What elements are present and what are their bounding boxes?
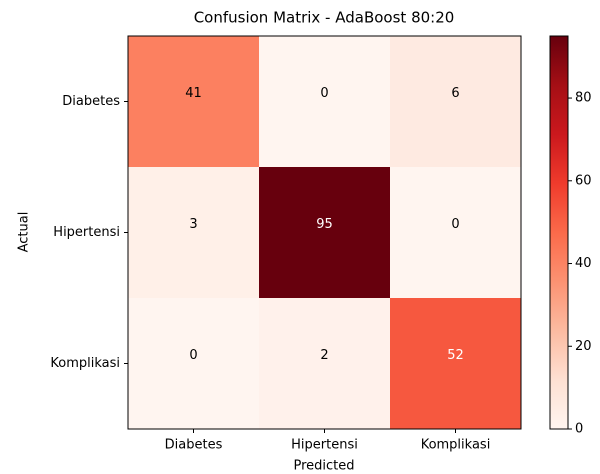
cell	[259, 36, 391, 168]
cell	[128, 167, 260, 299]
cell	[390, 167, 522, 299]
cell-label: 95	[316, 217, 333, 232]
colorbar	[549, 35, 569, 430]
cell-label: 2	[320, 348, 328, 363]
chart-title: Confusion Matrix - AdaBoost 80:20	[194, 9, 455, 27]
y-tick-label: Komplikasi	[50, 356, 120, 371]
colorbar-tick-label: 80	[575, 91, 592, 106]
y-axis-label: Actual	[17, 212, 32, 253]
cell-label: 3	[189, 217, 197, 232]
cell-label: 0	[189, 348, 197, 363]
cell-label: 0	[320, 86, 328, 101]
x-tick-label: Hipertensi	[291, 438, 358, 453]
colorbar-tick-label: 40	[575, 256, 592, 271]
cell	[259, 167, 391, 299]
x-tick-label: Diabetes	[165, 438, 223, 453]
x-axis-label: Predicted	[293, 459, 354, 474]
cell-label: 0	[451, 217, 459, 232]
cell-label: 52	[447, 348, 464, 363]
cell-label: 6	[451, 86, 459, 101]
x-tick-label: Komplikasi	[421, 438, 491, 453]
colorbar-tick-label: 0	[575, 422, 583, 437]
colorbar-tick-label: 60	[575, 173, 592, 188]
cell	[128, 298, 260, 430]
cell	[259, 298, 391, 430]
cell	[390, 298, 522, 430]
cell-label: 41	[185, 86, 202, 101]
cell	[128, 36, 260, 168]
y-tick-label: Hipertensi	[53, 225, 120, 240]
cell	[390, 36, 522, 168]
colorbar-tick-label: 20	[575, 339, 592, 354]
y-tick-label: Diabetes	[62, 94, 120, 109]
